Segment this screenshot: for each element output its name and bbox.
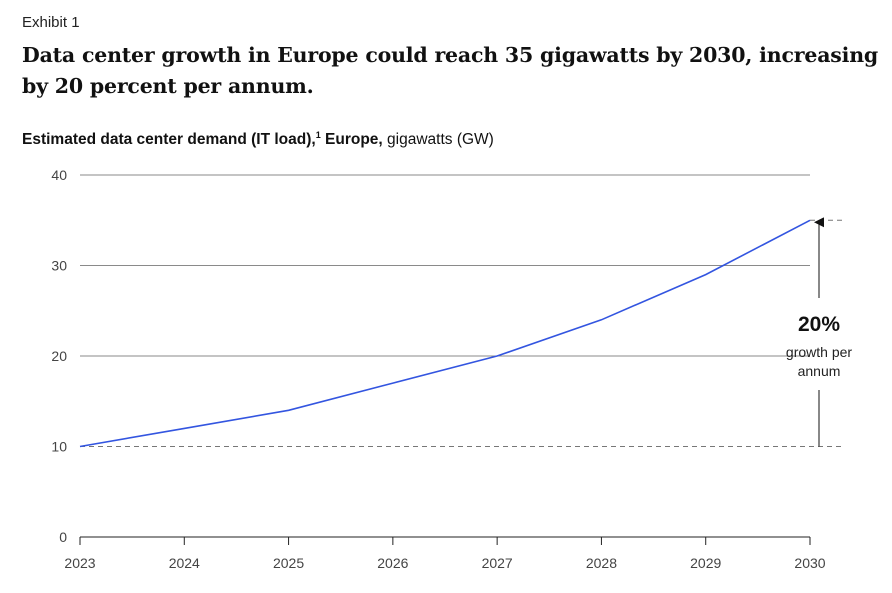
x-tick-label: 2029 <box>690 555 721 571</box>
x-tick-label: 2030 <box>794 555 825 571</box>
y-tick-label: 0 <box>59 529 67 545</box>
x-tick-label: 2025 <box>273 555 304 571</box>
x-tick-label: 2026 <box>377 555 408 571</box>
y-tick-label: 40 <box>51 167 67 183</box>
y-tick-label: 10 <box>51 439 67 455</box>
x-tick-label: 2024 <box>169 555 200 571</box>
x-tick-label: 2027 <box>482 555 513 571</box>
subtitle-region: Europe, <box>320 131 383 149</box>
footnote-marker: 1 <box>315 130 321 140</box>
chart-subtitle: Estimated data center demand (IT load),1… <box>22 130 494 149</box>
growth-rate-value: 20% <box>798 313 840 336</box>
growth-label-line2: annum <box>798 363 841 379</box>
y-tick-label: 20 <box>51 348 67 364</box>
chart-headline: Data center growth in Europe could reach… <box>22 43 879 98</box>
subtitle-metric: Estimated data center demand (IT load), <box>22 131 316 149</box>
y-tick-label: 30 <box>51 258 67 274</box>
x-tick-label: 2023 <box>64 555 95 571</box>
series-line-demand <box>79 219 811 448</box>
exhibit-label: Exhibit 1 <box>22 14 80 31</box>
growth-label-line1: growth per <box>786 344 852 360</box>
subtitle-unit: gigawatts (GW) <box>382 131 494 149</box>
x-tick-label: 2028 <box>586 555 617 571</box>
